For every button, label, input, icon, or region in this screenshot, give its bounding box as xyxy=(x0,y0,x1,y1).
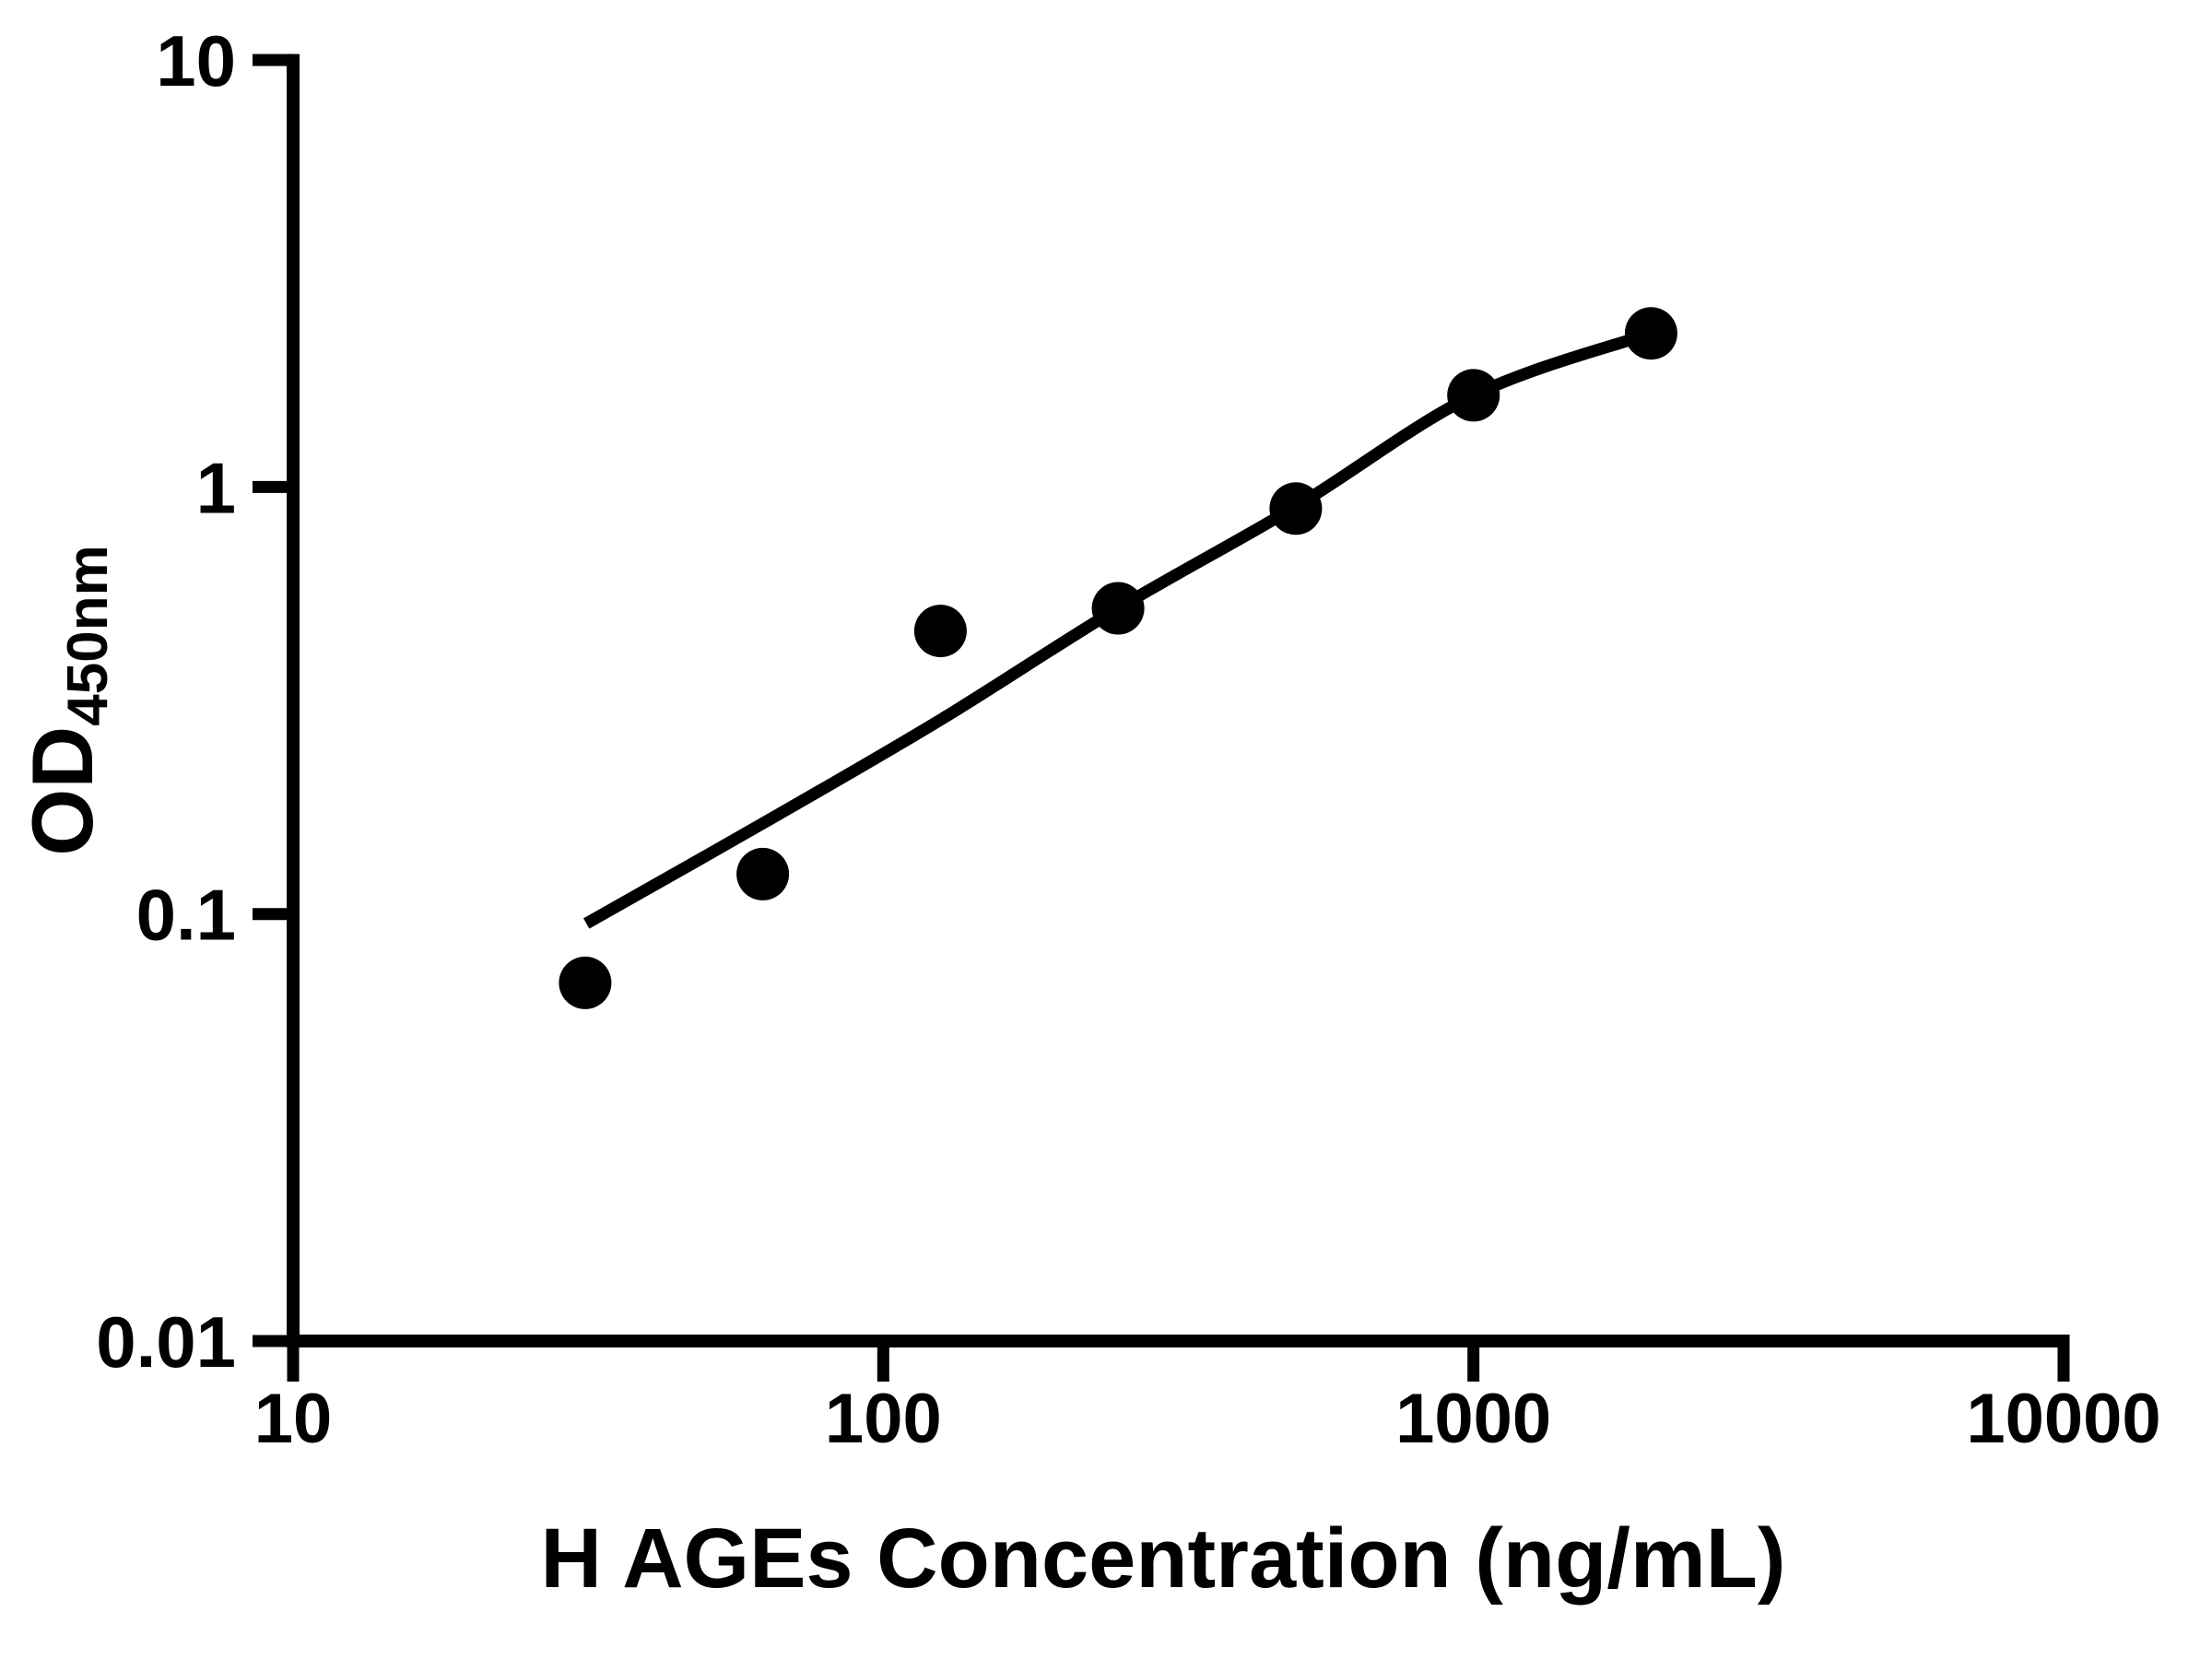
data-point xyxy=(1269,482,1323,535)
x-tick-label: 100 xyxy=(825,1380,942,1458)
y-axis-title: OD450nm xyxy=(14,545,120,855)
y-axis-title-subscript: 450nm xyxy=(56,545,120,725)
data-point xyxy=(736,847,790,900)
y-tick-label: 10 xyxy=(156,20,236,101)
data-point xyxy=(559,956,612,1009)
data-points xyxy=(559,307,1677,1009)
data-point xyxy=(1624,307,1677,360)
y-tick-label: 0.01 xyxy=(96,1301,236,1382)
y-tick-label: 1 xyxy=(196,447,236,528)
x-tick-label: 10000 xyxy=(1966,1380,2160,1458)
data-point xyxy=(1091,582,1145,635)
y-tick-label: 0.1 xyxy=(136,875,236,956)
data-point xyxy=(1447,369,1500,422)
x-axis-title: H AGEs Concentration (ng/mL) xyxy=(540,1512,1785,1606)
x-tick-label: 1000 xyxy=(1395,1380,1551,1458)
x-tick-label: 10 xyxy=(254,1380,333,1458)
y-axis-title-main: OD xyxy=(14,726,111,856)
data-point xyxy=(913,605,967,658)
